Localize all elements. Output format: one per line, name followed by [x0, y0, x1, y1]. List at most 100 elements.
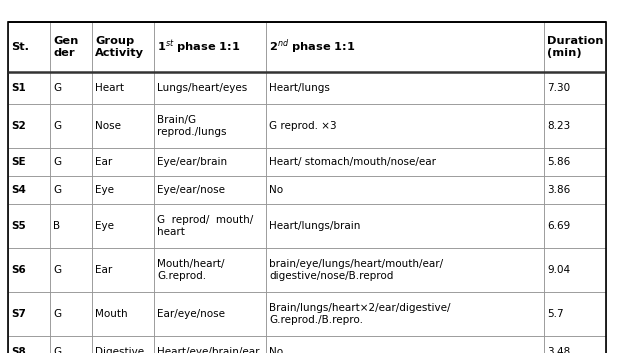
Text: Brain/G
reprod./lungs: Brain/G reprod./lungs	[157, 115, 227, 137]
Bar	[544, 104, 606, 148]
Bar	[92, 72, 154, 104]
Text: Gen
der: Gen der	[53, 36, 78, 58]
Bar	[50, 336, 92, 353]
Bar	[50, 104, 92, 148]
Bar	[266, 336, 544, 353]
Bar	[92, 248, 154, 292]
Bar	[92, 176, 154, 204]
Bar	[50, 176, 92, 204]
Bar	[92, 204, 154, 248]
Bar	[154, 204, 266, 248]
Bar	[544, 248, 606, 292]
Text: Lungs/heart/eyes: Lungs/heart/eyes	[157, 83, 247, 93]
Bar	[8, 292, 50, 336]
Bar	[154, 176, 266, 204]
Text: No: No	[269, 185, 283, 195]
Bar	[154, 292, 266, 336]
Text: S5: S5	[11, 221, 26, 231]
Text: Heart: Heart	[95, 83, 124, 93]
Bar	[266, 22, 544, 72]
Bar	[50, 22, 92, 72]
Text: S4: S4	[11, 185, 26, 195]
Text: 2$^{nd}$ phase 1:1: 2$^{nd}$ phase 1:1	[269, 38, 355, 56]
Text: Heart/lungs/brain: Heart/lungs/brain	[269, 221, 360, 231]
Bar	[50, 248, 92, 292]
Text: Ear: Ear	[95, 265, 112, 275]
Text: Eye: Eye	[95, 221, 114, 231]
Text: G: G	[53, 121, 61, 131]
Text: G: G	[53, 185, 61, 195]
Bar	[544, 22, 606, 72]
Text: Digestive: Digestive	[95, 347, 144, 353]
Bar	[8, 72, 50, 104]
Bar	[154, 104, 266, 148]
Text: S6: S6	[11, 265, 26, 275]
Bar	[266, 148, 544, 176]
Bar	[50, 72, 92, 104]
Bar	[50, 148, 92, 176]
Bar	[544, 336, 606, 353]
Bar	[92, 292, 154, 336]
Text: S7: S7	[11, 309, 26, 319]
Text: G: G	[53, 347, 61, 353]
Text: G reprod. ×3: G reprod. ×3	[269, 121, 337, 131]
Text: 7.30: 7.30	[547, 83, 570, 93]
Text: SE: SE	[11, 157, 26, 167]
Text: Eye/ear/brain: Eye/ear/brain	[157, 157, 227, 167]
Bar	[92, 22, 154, 72]
Text: G: G	[53, 265, 61, 275]
Bar	[154, 22, 266, 72]
Bar	[154, 248, 266, 292]
Text: No: No	[269, 347, 283, 353]
Text: S8: S8	[11, 347, 26, 353]
Text: 3.86: 3.86	[547, 185, 570, 195]
Text: 1$^{st}$ phase 1:1: 1$^{st}$ phase 1:1	[157, 38, 241, 56]
Bar	[266, 104, 544, 148]
Text: Heart/ stomach/mouth/nose/ear: Heart/ stomach/mouth/nose/ear	[269, 157, 436, 167]
Bar	[154, 148, 266, 176]
Bar	[154, 336, 266, 353]
Text: St.: St.	[11, 42, 29, 52]
Text: Mouth/heart/
G.reprod.: Mouth/heart/ G.reprod.	[157, 259, 225, 281]
Text: G: G	[53, 83, 61, 93]
Text: 5.86: 5.86	[547, 157, 570, 167]
Bar	[8, 104, 50, 148]
Bar	[266, 248, 544, 292]
Bar	[266, 176, 544, 204]
Bar	[544, 148, 606, 176]
Text: G: G	[53, 309, 61, 319]
Text: 3.48: 3.48	[547, 347, 570, 353]
Text: Heart/eye/brain/ear: Heart/eye/brain/ear	[157, 347, 259, 353]
Bar	[8, 336, 50, 353]
Text: Duration
(min): Duration (min)	[547, 36, 604, 58]
Bar	[92, 336, 154, 353]
Bar	[8, 176, 50, 204]
Text: Ear/eye/nose: Ear/eye/nose	[157, 309, 225, 319]
Bar	[544, 204, 606, 248]
Bar	[8, 248, 50, 292]
Text: Mouth: Mouth	[95, 309, 127, 319]
Bar	[544, 292, 606, 336]
Bar	[92, 104, 154, 148]
Text: G  reprod/  mouth/
heart: G reprod/ mouth/ heart	[157, 215, 253, 237]
Text: 8.23: 8.23	[547, 121, 570, 131]
Bar	[8, 22, 50, 72]
Text: Eye/ear/nose: Eye/ear/nose	[157, 185, 225, 195]
Bar	[266, 292, 544, 336]
Text: Heart/lungs: Heart/lungs	[269, 83, 330, 93]
Bar	[266, 204, 544, 248]
Bar	[544, 72, 606, 104]
Text: Ear: Ear	[95, 157, 112, 167]
Text: 5.7: 5.7	[547, 309, 564, 319]
Text: Brain/lungs/heart×2/ear/digestive/
G.reprod./B.repro.: Brain/lungs/heart×2/ear/digestive/ G.rep…	[269, 303, 451, 325]
Text: Eye: Eye	[95, 185, 114, 195]
Text: 9.04: 9.04	[547, 265, 570, 275]
Text: B: B	[53, 221, 60, 231]
Bar	[544, 176, 606, 204]
Bar	[92, 148, 154, 176]
Text: brain/eye/lungs/heart/mouth/ear/
digestive/nose/B.reprod: brain/eye/lungs/heart/mouth/ear/ digesti…	[269, 259, 443, 281]
Text: Group
Activity: Group Activity	[95, 36, 144, 58]
Bar	[8, 148, 50, 176]
Bar	[8, 204, 50, 248]
Text: Nose: Nose	[95, 121, 121, 131]
